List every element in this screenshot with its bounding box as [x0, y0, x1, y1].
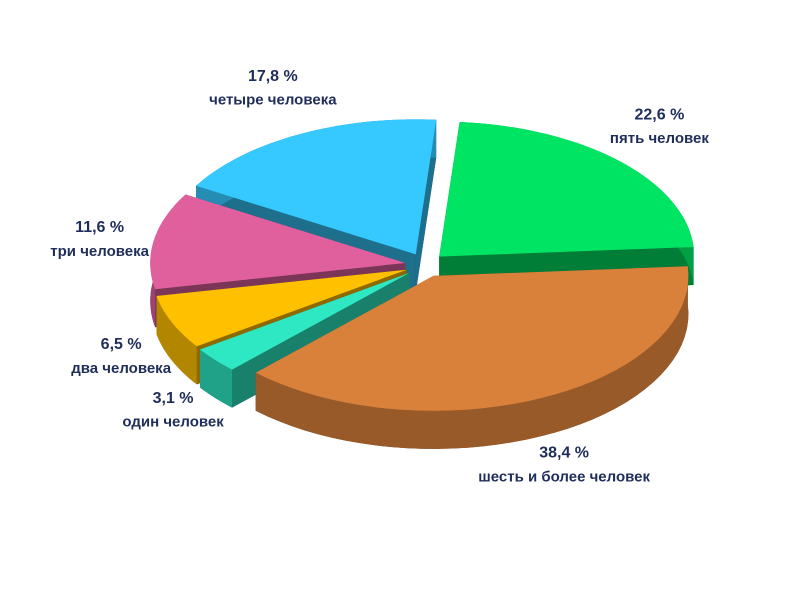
value-label: 17,8 %	[248, 68, 298, 85]
category-label: один человек	[122, 414, 224, 431]
slice	[150, 194, 406, 290]
category-label: три человека	[50, 243, 149, 260]
category-label: пять человек	[610, 130, 709, 147]
category-label: два человека	[71, 360, 171, 377]
slice-side	[200, 272, 410, 388]
slice-side	[255, 266, 689, 449]
slice	[200, 272, 410, 370]
slice	[255, 266, 689, 411]
slice	[439, 122, 694, 257]
value-label: 22,6 %	[635, 106, 685, 123]
slice-side	[200, 349, 232, 408]
value-label: 38,4 %	[539, 445, 589, 462]
value-label: 6,5 %	[101, 336, 142, 353]
value-label: 3,1 %	[153, 390, 194, 407]
slice-side	[415, 119, 437, 293]
category-label: четыре человека	[209, 92, 337, 109]
slice	[156, 269, 407, 347]
category-label: шесть и более человек	[478, 468, 650, 485]
value-label: 11,6 %	[75, 219, 124, 236]
slice	[196, 119, 437, 255]
slice-side	[156, 296, 197, 385]
